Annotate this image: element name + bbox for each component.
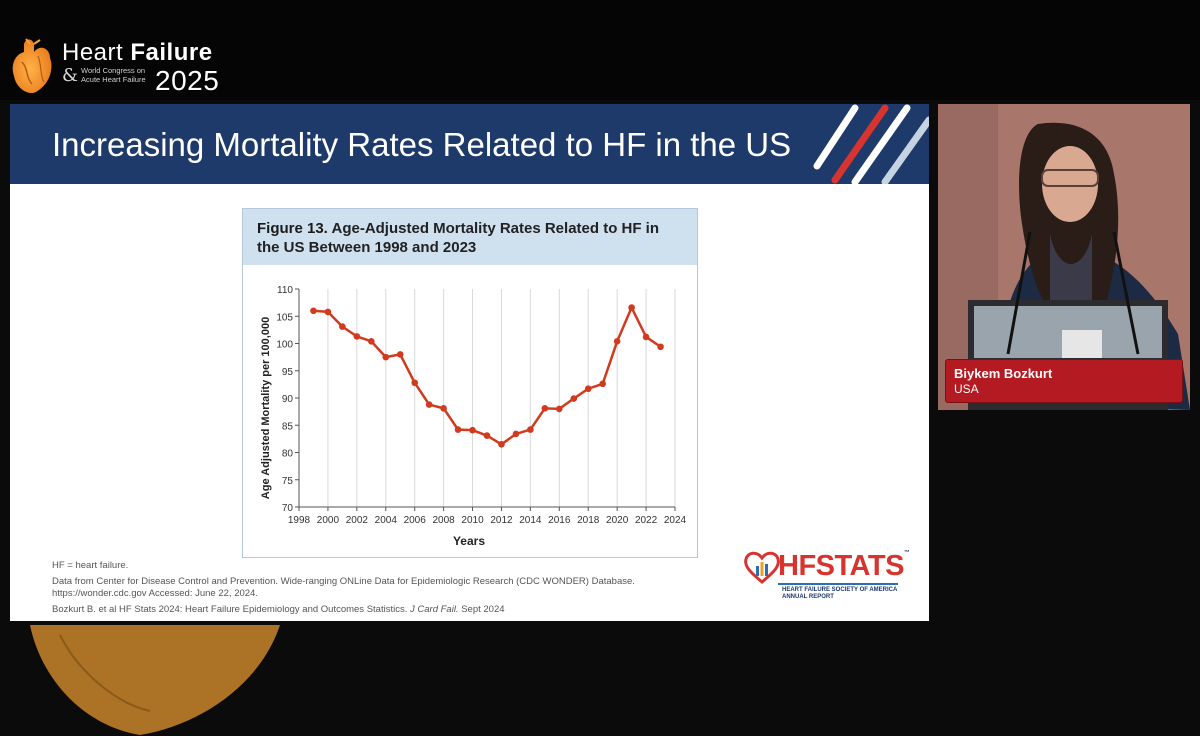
heart-logo-icon [12, 38, 52, 94]
data-point [628, 304, 635, 311]
slide-title: Increasing Mortality Rates Related to HF… [52, 126, 792, 163]
x-tick-label: 2012 [490, 515, 513, 526]
y-tick-label: 75 [282, 476, 294, 487]
data-point [469, 426, 476, 434]
data-point [324, 308, 332, 316]
y-tick-label: 95 [282, 367, 294, 378]
mortality-line-chart: 70 75 80 85 90 95 100 105 110 1998 2000 2002 2004 200… [260, 285, 687, 548]
hfstats-sub-line2: ANNUAL REPORT [782, 594, 834, 600]
y-tick-label: 90 [282, 394, 294, 405]
data-point [440, 405, 447, 412]
x-tick-label: 2004 [375, 515, 398, 526]
hfstats-wordmark: HFSTATS™ [778, 550, 910, 583]
data-point [382, 353, 390, 361]
y-tick-label: 85 [282, 421, 294, 432]
y-tick-label: 70 [282, 503, 294, 514]
y-tick-label: 100 [276, 340, 293, 351]
y-axis-label: Age Adjusted Mortality per 100,000 [260, 317, 272, 499]
logo-year: 2025 [155, 65, 220, 96]
logo-subtitle: World Congress on Acute Heart Failure [81, 66, 146, 84]
hfstats-logo: HFSTATS™ HEART FAILURE SOCIETY OF AMERIC… [744, 548, 914, 608]
data-point [498, 441, 505, 448]
data-point [584, 385, 592, 393]
footnote-reference: Bozkurt B. et al HF Stats 2024: Heart Fa… [52, 604, 505, 616]
data-point [512, 430, 520, 438]
x-tick-label: 2000 [317, 515, 340, 526]
figure-header: Figure 13. Age-Adjusted Mortality Rates … [243, 209, 697, 265]
footnote-abbreviation: HF = heart failure. [52, 560, 129, 571]
figure-caption: Age-Adjusted Mortality Rates Related to … [257, 220, 660, 256]
hfstats-underline [778, 583, 898, 585]
footnote-ref-date: Sept 2024 [461, 604, 505, 615]
data-point [425, 401, 433, 408]
hfstats-subtitle: HEART FAILURE SOCIETY OF AMERICA ANNUAL … [782, 587, 897, 601]
x-tick-label: 2008 [432, 515, 455, 526]
figure-label: Figure 13. [257, 220, 328, 237]
logo-failure-word: Failure [130, 39, 213, 66]
event-header-bar: Heart Failure & World Congress on Acute … [0, 0, 1200, 100]
x-tick-label: 2016 [548, 515, 571, 526]
x-tick-label: 2018 [577, 515, 600, 526]
hfstats-word: HFSTATS [778, 550, 904, 582]
figure-title: Figure 13. Age-Adjusted Mortality Rates … [257, 219, 682, 257]
data-point [570, 395, 578, 402]
x-tick-label: 2002 [346, 515, 369, 526]
figure-box: Figure 13. Age-Adjusted Mortality Rates … [242, 208, 698, 558]
y-tick-label: 80 [282, 449, 294, 460]
data-point [483, 432, 491, 439]
data-point [541, 405, 549, 412]
x-tick-label: 2020 [606, 515, 629, 526]
speaker-name-plate: Biykem Bozkurt USA [946, 360, 1182, 402]
speaker-video [938, 104, 1190, 410]
y-tick-label: 110 [277, 285, 293, 296]
x-tick-label: 2006 [404, 515, 427, 526]
x-axis-label: Years [453, 534, 485, 548]
background-heart-ornament [30, 625, 280, 735]
series-line [313, 304, 662, 446]
logo-heart-word: Heart [62, 39, 124, 66]
presentation-slide: Increasing Mortality Rates Related to HF… [10, 104, 929, 621]
data-point [599, 380, 606, 388]
data-point [411, 379, 418, 387]
x-tick-label: 2010 [461, 515, 484, 526]
data-point [368, 338, 375, 345]
x-tick-label: 2022 [635, 515, 658, 526]
data-point [613, 338, 621, 345]
speaker-country: USA [954, 382, 979, 396]
data-point [556, 405, 563, 413]
footnote-source: Data from Center for Disease Control and… [52, 576, 635, 599]
data-point [642, 333, 650, 341]
data-point [657, 343, 664, 351]
speaker-name: Biykem Bozkurt [954, 366, 1053, 381]
hfstats-sub-line1: HEART FAILURE SOCIETY OF AMERICA [782, 587, 898, 593]
data-point [353, 333, 361, 340]
footnote-ref-journal: J Card Fail. [410, 604, 459, 615]
data-point [396, 351, 404, 358]
slide-header: Increasing Mortality Rates Related to HF… [10, 104, 929, 184]
data-point [339, 323, 346, 330]
data-point [310, 307, 317, 315]
data-point [527, 426, 534, 433]
y-tick-label: 105 [276, 312, 293, 323]
hfstats-trademark: ™ [903, 550, 910, 556]
footnote-ref-authors: Bozkurt B. et al HF Stats 2024: Heart Fa… [52, 604, 408, 615]
x-tick-label: 2024 [664, 515, 687, 526]
event-logo: Heart Failure & World Congress on Acute … [62, 40, 219, 95]
data-point [454, 426, 462, 433]
x-tick-label: 2014 [519, 515, 542, 526]
decorative-stripes-icon [813, 104, 929, 184]
heart-bars-icon [744, 551, 780, 584]
x-tick-label: 1998 [288, 515, 311, 526]
logo-ampersand: & [62, 65, 79, 86]
